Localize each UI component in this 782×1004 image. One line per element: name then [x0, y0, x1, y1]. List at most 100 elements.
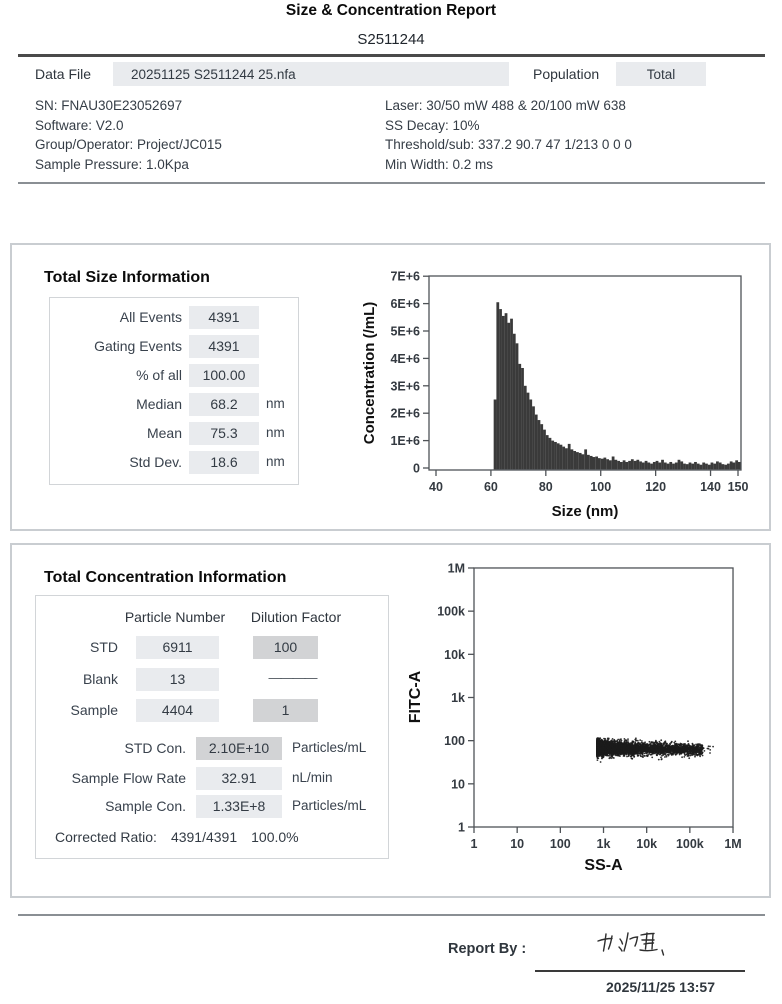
data-file-field[interactable]: 20251125 S2511244 25.nfa: [113, 62, 509, 86]
size-stats-table: All Events 4391 Gating Events 4391 % of al…: [49, 297, 299, 485]
meta-min-width: Min Width: 0.2 ms: [385, 156, 494, 172]
sample-id: S2511244: [357, 31, 425, 48]
instrument-meta-left: SN: FNAU30E23052697 Software: V2.0 Group…: [35, 96, 222, 174]
data-file-value: 20251125 S2511244 25.nfa: [131, 66, 296, 82]
row-label-sample: Sample: [70, 702, 118, 718]
value-field: 32.91: [196, 767, 282, 790]
total-concentration-panel: Total Concentration Information Particle…: [10, 543, 771, 898]
svg-text:4E+6: 4E+6: [390, 352, 420, 366]
value-field: 75.3: [189, 422, 259, 445]
population-label: Population: [533, 66, 600, 82]
svg-text:10k: 10k: [444, 648, 465, 662]
svg-text:0: 0: [413, 462, 420, 476]
value-field: 6911: [136, 636, 219, 659]
svg-text:80: 80: [539, 480, 553, 494]
report-title: Size & Concentration Report: [285, 2, 497, 19]
result-label-std-con: STD Con.: [124, 740, 186, 756]
meta-sample-pressure: Sample Pressure: 1.0Kpa: [35, 156, 189, 172]
svg-text:1: 1: [471, 837, 478, 851]
value-field: 100.00: [189, 364, 259, 387]
table-row: All Events 4391: [50, 306, 298, 329]
unit-label: nL/min: [292, 770, 333, 785]
concentration-section-heading: Total Concentration Information: [44, 569, 287, 587]
svg-text:7E+6: 7E+6: [390, 270, 420, 284]
signature-line: [535, 970, 745, 972]
svg-text:10: 10: [451, 777, 465, 791]
svg-text:1k: 1k: [597, 837, 611, 851]
size-section-heading: Total Size Information: [44, 269, 210, 287]
meta-software: Software: V2.0: [35, 117, 124, 133]
row-label-blank: Blank: [82, 671, 118, 687]
unit-label: Particles/mL: [292, 740, 367, 755]
signature-handwriting: [597, 932, 665, 956]
svg-text:100: 100: [590, 480, 611, 494]
scatter-plot-chart: 11 10 10 100 100 1k 1k 10k 10k 100k 100k 1M 1M SS-A FI…: [407, 561, 742, 874]
value-field: 4391: [189, 306, 259, 329]
meta-threshold: Threshold/sub: 337.2 90.7 47 1/213 0 0 0: [385, 137, 632, 152]
corrected-ratio-percent: 100.0%: [251, 829, 299, 845]
unit-label: Particles/mL: [292, 798, 367, 813]
value-field: 2.10E+10: [196, 737, 282, 760]
value-field: 68.2: [189, 393, 259, 416]
svg-text:2E+6: 2E+6: [390, 407, 420, 421]
svg-text:1k: 1k: [451, 691, 465, 705]
footer-divider: [18, 914, 765, 916]
instrument-meta-right: Laser: 30/50 mW 488 & 20/100 mW 638 SS D…: [385, 96, 632, 174]
meta-ss-decay: SS Decay: 10%: [385, 117, 480, 133]
svg-text:40: 40: [429, 480, 443, 494]
svg-text:6E+6: 6E+6: [390, 297, 420, 311]
data-file-label: Data File: [35, 66, 92, 82]
table-row: Median 68.2 nm: [50, 393, 298, 416]
population-value: Total: [646, 66, 676, 82]
meta-laser: Laser: 30/50 mW 488 & 20/100 mW 638: [385, 98, 626, 113]
svg-text:Size (nm): Size (nm): [552, 503, 619, 520]
concentration-table: Particle Number Dilution Factor STD 6911…: [35, 595, 389, 859]
value-field: 4404: [136, 699, 219, 722]
svg-text:3E+6: 3E+6: [390, 379, 420, 393]
value-field: 4391: [189, 335, 259, 358]
svg-text:60: 60: [484, 480, 498, 494]
svg-text:5E+6: 5E+6: [390, 325, 420, 339]
meta-divider: [18, 182, 765, 184]
svg-text:100k: 100k: [676, 837, 704, 851]
value-field: 13: [136, 668, 219, 691]
table-row: Gating Events 4391: [50, 335, 298, 358]
table-row: Std Dev. 18.6 nm: [50, 451, 298, 474]
svg-text:100: 100: [550, 837, 571, 851]
corrected-ratio-label: Corrected Ratio:: [55, 829, 157, 845]
svg-text:SS-A: SS-A: [584, 857, 623, 874]
svg-text:1M: 1M: [448, 561, 465, 575]
row-label-std: STD: [90, 639, 118, 655]
column-header-dilution-factor: Dilution Factor: [250, 609, 342, 625]
column-header-particle-number: Particle Number: [124, 609, 226, 625]
corrected-ratio: Corrected Ratio: 4391/4391 100.0%: [55, 829, 313, 845]
table-row: Mean 75.3 nm: [50, 422, 298, 445]
report-date: 2025/11/25 13:57: [606, 979, 715, 995]
report-by-label: Report By :: [448, 941, 527, 957]
table-row: % of all 100.00: [50, 364, 298, 387]
total-size-panel: Total Size Information All Events 4391 Ga…: [10, 243, 771, 531]
meta-sn: SN: FNAU30E23052697: [35, 98, 183, 113]
corrected-ratio-value: 4391/4391: [170, 829, 238, 845]
header-divider: [18, 54, 765, 57]
result-label-flow-rate: Sample Flow Rate: [71, 770, 186, 786]
svg-text:120: 120: [645, 480, 666, 494]
svg-text:FITC-A: FITC-A: [407, 670, 424, 723]
svg-text:1: 1: [458, 821, 465, 835]
svg-text:150: 150: [728, 480, 749, 494]
value-field: 1.33E+8: [196, 795, 282, 818]
value-field: 18.6: [189, 451, 259, 474]
dilution-field: 1: [253, 699, 318, 722]
size-histogram-chart: 0 1E+6 2E+6 3E+6 4E+6 5E+6 6E+6 7E+6 40 60 80 100 12…: [361, 270, 749, 520]
svg-text:100: 100: [444, 734, 465, 748]
svg-text:10k: 10k: [636, 837, 657, 851]
svg-text:10: 10: [510, 837, 524, 851]
meta-group-operator: Group/Operator: Project/JC015: [35, 137, 222, 152]
population-field[interactable]: Total: [616, 62, 706, 86]
dilution-na-dash: ————: [268, 670, 318, 685]
svg-text:1M: 1M: [724, 837, 741, 851]
dilution-field: 100: [253, 636, 318, 659]
svg-text:140: 140: [700, 480, 721, 494]
svg-text:Concentration (/mL): Concentration (/mL): [361, 302, 378, 445]
